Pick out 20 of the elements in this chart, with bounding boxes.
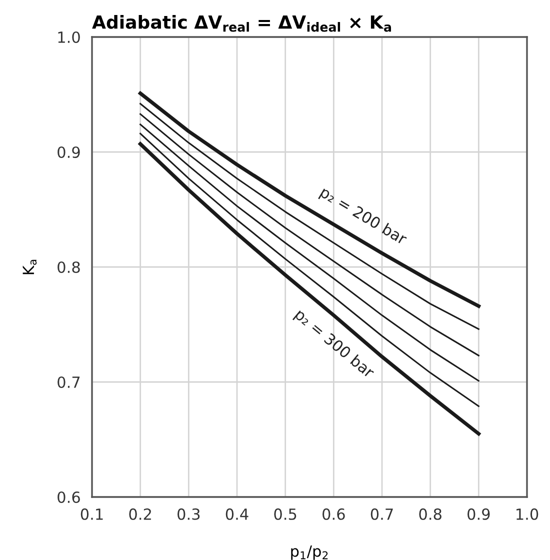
- x-tick-label: 0.3: [178, 508, 200, 520]
- x-tick-label: 0.1: [80, 508, 103, 520]
- chart-title: Adiabatic ΔV$_{real}$ = ΔV$_{ideal}$ × K$_{a}$: [92, 14, 391, 32]
- y-tick-label: 1.0: [58, 31, 80, 44]
- y-tick-label: 0.9: [58, 146, 80, 158]
- x-axis-title: p$_{1}$/p$_{2}$: [291, 546, 328, 560]
- x-tick-label: 0.6: [322, 508, 345, 520]
- y-tick-label: 0.8: [58, 261, 80, 274]
- x-tick-label: 0.9: [468, 508, 490, 520]
- annotation: p₂ = 300 bar: [292, 308, 376, 381]
- x-tick-label: 0.4: [226, 508, 248, 520]
- x-tick-label: 0.5: [274, 508, 296, 520]
- x-tick-label: 0.2: [129, 508, 151, 520]
- y-tick-label: 0.6: [58, 491, 80, 504]
- y-tick-label: 0.7: [58, 376, 80, 388]
- annotation: p₂ = 200 bar: [318, 186, 408, 248]
- x-tick-label: 0.8: [419, 508, 442, 520]
- y-axis-title: K$_{a}$: [22, 260, 37, 274]
- x-tick-label: 0.7: [370, 508, 393, 520]
- x-tick-label: 1.0: [516, 508, 538, 520]
